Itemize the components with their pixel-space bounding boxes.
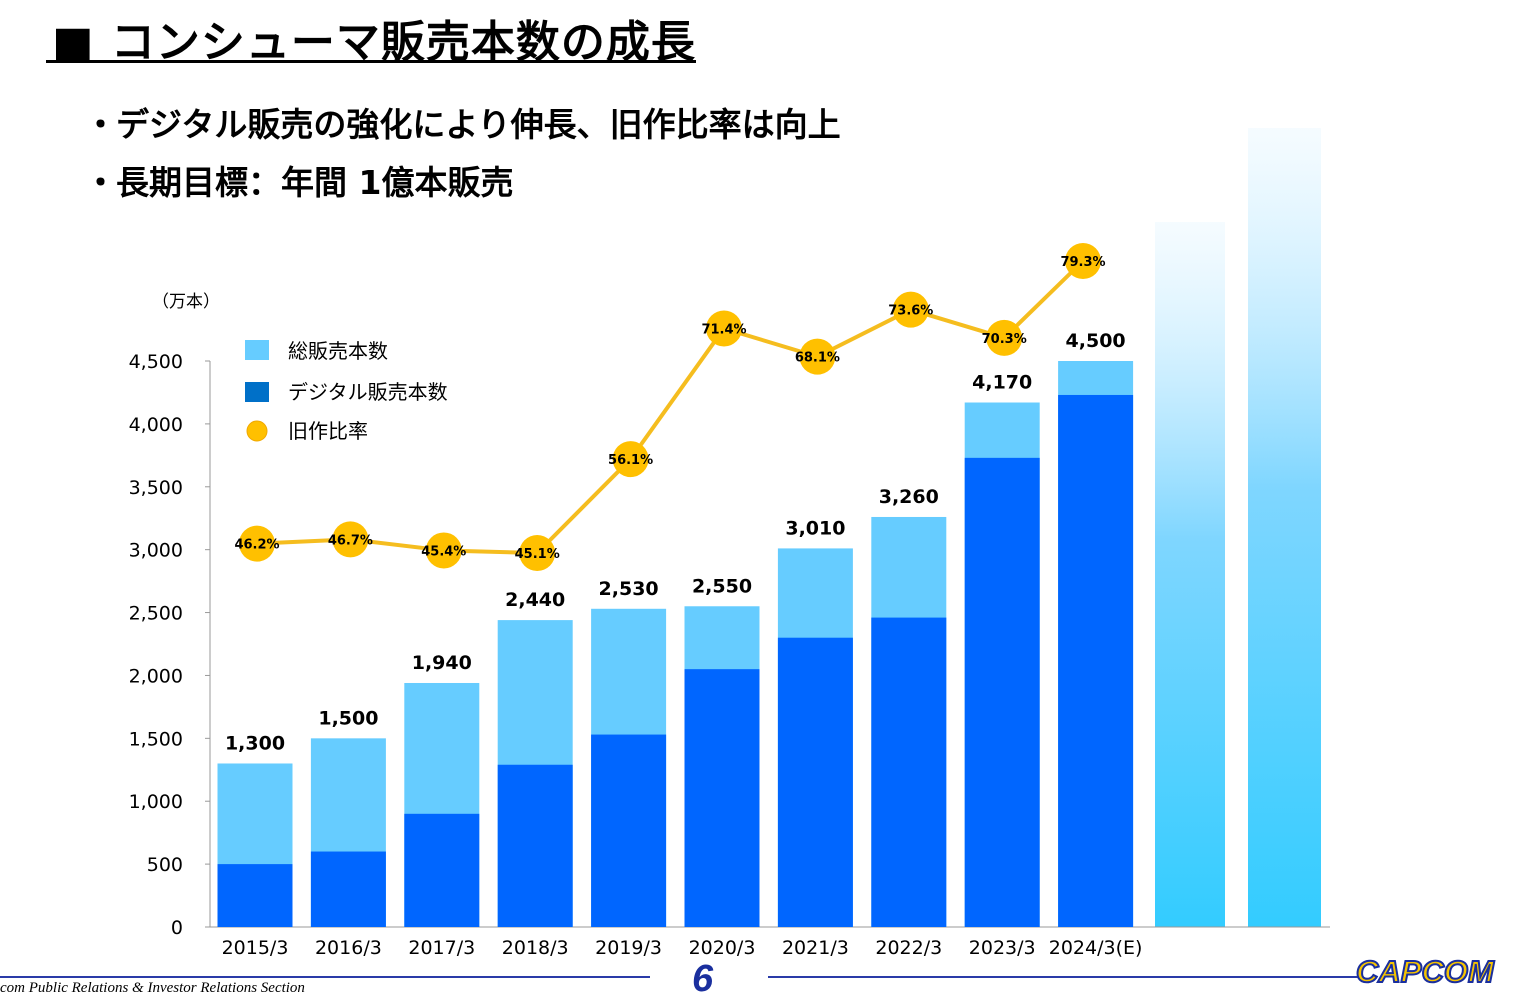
x-tick-label: 2019/3 <box>595 937 662 959</box>
ratio-marker <box>706 310 742 347</box>
y-tick-label: 500 <box>147 854 183 876</box>
bullet-dot: ・ <box>84 163 117 202</box>
x-tick-label: 2018/3 <box>502 937 569 959</box>
ratio-label: 45.1% <box>515 547 560 562</box>
bar-digital <box>964 457 1040 927</box>
bar-value-label: 1,940 <box>412 652 472 674</box>
future-bar <box>1155 222 1225 927</box>
x-tick-label: 2024/3(E) <box>1049 937 1143 959</box>
legend-marker-ratio <box>246 420 268 442</box>
legend-label-ratio: 旧作比率 <box>288 419 368 443</box>
bar-value-label: 4,500 <box>1066 330 1126 352</box>
y-tick-label: 0 <box>171 917 183 939</box>
bar-value-label: 2,530 <box>599 578 659 600</box>
ratio-marker <box>986 319 1023 356</box>
bar-digital <box>871 617 947 927</box>
future-bar <box>1248 128 1321 927</box>
bar-value-label: 4,170 <box>972 372 1032 394</box>
bar-digital <box>777 637 853 927</box>
bar-digital <box>404 813 480 927</box>
y-tick-label: 2,000 <box>129 665 183 687</box>
bar-value-label: 3,260 <box>879 486 939 508</box>
ratio-label: 73.6% <box>888 304 933 319</box>
footer-text: com Public Relations & Investor Relation… <box>0 980 305 996</box>
capcom-logo: CAPCOM <box>1355 953 1495 990</box>
bar-digital <box>591 734 667 927</box>
y-tick-label: 1,000 <box>129 791 183 813</box>
x-tick-label: 2017/3 <box>408 937 475 959</box>
bar-digital <box>497 764 573 927</box>
y-tick-label: 2,500 <box>129 603 183 625</box>
legend-swatch-total <box>245 340 269 360</box>
ratio-marker <box>425 532 462 569</box>
bar-series: 1,300 2015/3 1,500 2016/3 1,940 2017/3 2,440 20… <box>217 330 1143 959</box>
x-tick-label: 2015/3 <box>222 937 289 959</box>
bar-value-label: 2,440 <box>505 589 565 611</box>
ratio-label: 45.4% <box>421 544 466 559</box>
ratio-label: 79.3% <box>1060 255 1105 270</box>
bullet-text: 長期目標：年間 1億本販売 <box>116 163 514 202</box>
bar-digital <box>684 669 760 927</box>
ratio-line-series: 46.2% 46.7% 45.4% 45.1% 56.1% 71.4% 68.1% 73.6%… <box>234 243 1106 571</box>
ratio-marker <box>332 521 369 558</box>
ratio-label: 71.4% <box>701 322 746 337</box>
x-tick-label: 2022/3 <box>875 937 942 959</box>
bar-value-label: 1,300 <box>225 732 285 754</box>
footer-rule-right <box>768 976 1360 978</box>
y-tick-label: 3,500 <box>129 477 183 499</box>
ratio-marker <box>1065 243 1101 279</box>
bar-value-label: 3,010 <box>785 517 845 539</box>
legend-label-digital: デジタル販売本数 <box>288 380 448 404</box>
x-tick-label: 2020/3 <box>689 937 756 959</box>
future-bars <box>1155 128 1321 927</box>
ratio-label: 46.2% <box>234 538 279 553</box>
bullet-item: ・長期目標：年間 1億本販売 <box>84 156 513 204</box>
bar-digital <box>217 864 293 927</box>
ratio-label: 68.1% <box>795 351 840 366</box>
y-tick-label: 3,000 <box>129 540 183 562</box>
legend-swatch-digital <box>245 382 269 402</box>
x-tick-label: 2016/3 <box>315 937 382 959</box>
y-tick-label: 4,500 <box>129 351 183 373</box>
ratio-marker <box>239 525 275 562</box>
legend-label-total: 総販売本数 <box>288 339 388 363</box>
ratio-label: 70.3% <box>982 332 1027 347</box>
bullet-item: ・デジタル販売の強化により伸長、旧作比率は向上 <box>84 98 841 146</box>
y-tick-label: 4,000 <box>129 414 183 436</box>
y-tick-label: 1,500 <box>129 728 183 750</box>
ratio-marker <box>892 291 929 328</box>
bar-value-label: 1,500 <box>318 707 378 729</box>
x-tick-label: 2021/3 <box>782 937 849 959</box>
chart-axes: 0 500 1,000 1,500 2,000 2,500 3,000 3,500 4,000 4… <box>129 292 1330 939</box>
x-tick-label: 2023/3 <box>969 937 1036 959</box>
bar-digital <box>310 851 386 927</box>
ratio-label: 56.1% <box>608 453 653 468</box>
ratio-line <box>256 259 1085 555</box>
page-title: ■ コンシューマ販売本数の成長 <box>52 17 696 68</box>
title-underline <box>46 60 696 63</box>
page-number: 6 <box>692 958 714 1000</box>
footer-rule-left <box>0 976 650 978</box>
bar-digital <box>1058 394 1134 928</box>
ratio-label: 46.7% <box>328 533 373 548</box>
bar-value-label: 2,550 <box>692 575 752 597</box>
bullet-dot: ・ <box>84 105 117 144</box>
ratio-marker <box>799 338 836 375</box>
ratio-marker <box>519 535 556 571</box>
bullet-text: デジタル販売の強化により伸長、旧作比率は向上 <box>116 105 841 144</box>
ratio-marker <box>612 441 649 478</box>
y-unit-label: （万本） <box>152 292 220 312</box>
